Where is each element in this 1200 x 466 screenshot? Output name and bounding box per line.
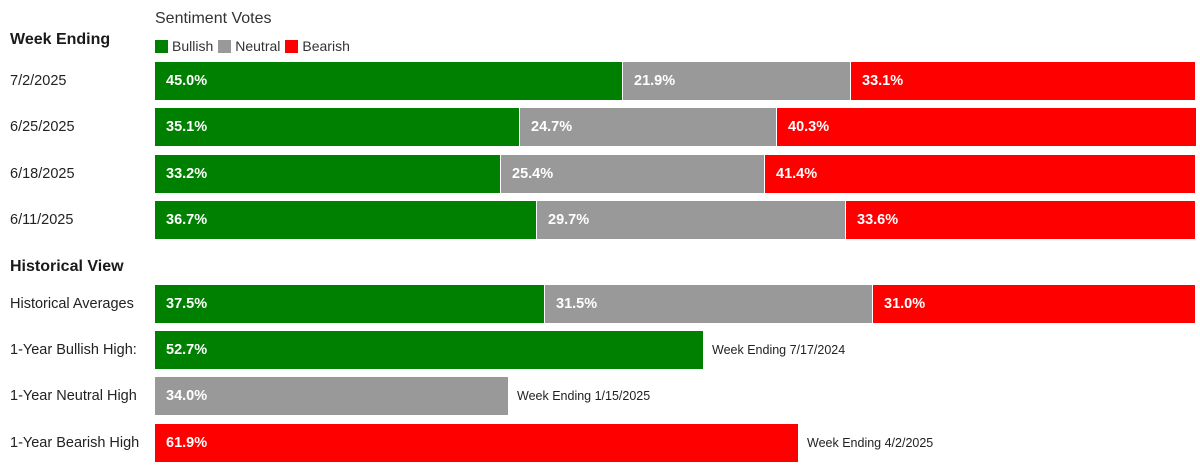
data-label-neutral: 24.7% (531, 119, 573, 135)
legend-label-bullish: Bullish (172, 38, 214, 54)
bar-segment-neutral (501, 155, 765, 193)
bar-row: 36.7% 29.7% 33.6% (155, 201, 1196, 239)
bar-segment-neutral (545, 285, 873, 323)
bar-row: 61.9% Week Ending 4/2/2025 (155, 424, 1196, 462)
bar-segment-bearish (155, 424, 799, 462)
bar-segment-bearish (846, 201, 1196, 239)
bar-segment-bearish (777, 108, 1197, 146)
bar-row: 35.1% 24.7% 40.3% (155, 108, 1197, 146)
legend-item-bearish: Bearish (285, 38, 350, 54)
data-label-neutral: 29.7% (548, 212, 590, 228)
bar-segment-neutral (537, 201, 846, 239)
bar-row: 52.7% Week Ending 7/17/2024 (155, 331, 1196, 369)
bar-note: Week Ending 4/2/2025 (807, 436, 934, 450)
bar-segment-neutral (520, 108, 777, 146)
bar-segment-bearish (765, 155, 1196, 193)
legend-item-neutral: Neutral (218, 38, 280, 54)
legend-swatch-bearish (285, 39, 299, 53)
data-label-bullish: 45.0% (166, 73, 208, 89)
row-label: 6/11/2025 (10, 212, 74, 228)
data-label-neutral: 25.4% (512, 166, 554, 182)
bar-segment-bearish (873, 285, 1196, 323)
chart-legend: Bullish Neutral Bearish (155, 38, 355, 54)
row-label: 1-Year Bullish High: (10, 342, 137, 358)
data-label-neutral: 21.9% (634, 73, 676, 89)
legend-label-neutral: Neutral (235, 38, 281, 54)
data-label-bullish: 33.2% (166, 166, 208, 182)
data-label-bearish: 33.1% (862, 73, 904, 89)
legend-swatch-neutral (218, 39, 232, 53)
data-label-bearish: 61.9% (166, 435, 208, 451)
bar-row: 45.0% 21.9% 33.1% (155, 62, 1196, 100)
row-label: 7/2/2025 (10, 73, 67, 89)
bar-row: 37.5% 31.5% 31.0% (155, 285, 1196, 323)
row-label: 1-Year Neutral High (10, 388, 137, 404)
data-label-bearish: 31.0% (884, 296, 926, 312)
bar-segment-bullish (155, 108, 520, 146)
row-label: 6/18/2025 (10, 166, 75, 182)
bar-segment-bullish (155, 285, 545, 323)
chart-title: Sentiment Votes (155, 10, 272, 27)
bar-segment-bullish (155, 62, 623, 100)
bar-row: 33.2% 25.4% 41.4% (155, 155, 1196, 193)
bar-segment-neutral (155, 377, 509, 415)
data-label-bullish: 35.1% (166, 119, 208, 135)
bar-note: Week Ending 7/17/2024 (712, 343, 846, 357)
section-heading-week-ending: Week Ending (10, 31, 111, 48)
bar-segment-bullish (155, 201, 537, 239)
bar-note: Week Ending 1/15/2025 (517, 389, 651, 403)
data-label-bullish: 37.5% (166, 296, 208, 312)
data-label-bearish: 41.4% (776, 166, 818, 182)
legend-label-bearish: Bearish (302, 38, 350, 54)
bar-segment-bullish (155, 155, 501, 193)
bar-segment-neutral (623, 62, 851, 100)
bar-segment-bullish (155, 331, 704, 369)
legend-swatch-bullish (155, 39, 168, 53)
data-label-neutral: 31.5% (556, 296, 598, 312)
data-label-bullish: 52.7% (166, 342, 208, 358)
bar-segment-bearish (851, 62, 1196, 100)
legend-item-bullish: Bullish (155, 38, 213, 54)
row-label: 1-Year Bearish High (10, 435, 140, 451)
section-heading-historical-view: Historical View (10, 258, 124, 275)
row-label: 6/25/2025 (10, 119, 75, 135)
data-label-bearish: 33.6% (857, 212, 899, 228)
data-label-bearish: 40.3% (788, 119, 830, 135)
data-label-bullish: 36.7% (166, 212, 208, 228)
data-label-neutral: 34.0% (166, 388, 208, 404)
bar-row: 34.0% Week Ending 1/15/2025 (155, 377, 1196, 415)
row-label: Historical Averages (10, 296, 134, 312)
